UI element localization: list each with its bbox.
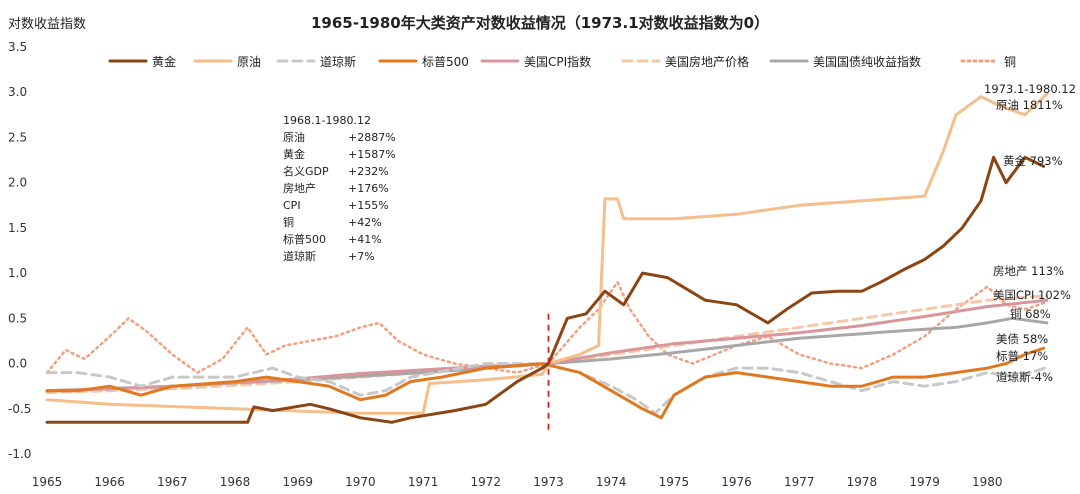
y-tick-label: 3.5 [8,40,27,54]
x-tick-label: 1971 [408,475,439,489]
legend-label: 标普500 [422,55,469,69]
stats-heading: 1968.1-1980.12 [283,114,371,127]
legend-label: 铜 [1004,54,1016,69]
stats-label: 标普500 [283,232,326,246]
x-tick-label: 1975 [659,475,690,489]
legend: 黄金 原油 道琼斯 标普500 美国CPI指数 美国房地产价格 美国国债纯收益指数 铜 [108,54,1016,69]
x-tick-label: 1973 [533,475,564,489]
legend-label: 黄金 [152,54,176,69]
y-tick-label: 1.0 [8,266,27,280]
x-tick-label: 1979 [909,475,940,489]
stats-value: +176% [348,182,389,195]
x-tick-label: 1969 [282,475,313,489]
stats-value: +2887% [348,131,396,144]
end-label: 铜 68% [1010,307,1051,321]
x-tick-label: 1972 [471,475,502,489]
stats-label: CPI [283,199,301,212]
end-label: 美债 58% [996,332,1048,346]
series-line [45,155,1046,424]
legend-label: 美国国债纯收益指数 [813,54,921,69]
series-layer [45,92,1049,424]
legend-label: 道琼斯 [320,54,356,69]
x-tick-label: 1974 [596,475,627,489]
series-line [45,92,1049,415]
stats-value: +7% [348,250,375,263]
y-tick-label: -0.5 [8,402,31,416]
end-label-heading: 1973.1-1980.12 [984,82,1076,96]
x-tick-label: 1976 [721,475,752,489]
end-label: 道琼斯-4% [996,370,1053,384]
x-axis-ticks: 1965 1966 1967 1968 1969 1970 1971 1972 1973 1974… [32,475,1003,489]
y-tick-label: 2.5 [8,130,27,144]
chart-title: 1965-1980年大类资产对数收益情况（1973.1对数收益指数为0） [311,14,769,32]
series-line [45,280,1049,374]
end-label: 原油 1811% [996,98,1063,112]
end-label: 标普 17% [996,349,1048,363]
x-tick-label: 1968 [220,475,251,489]
x-tick-label: 1978 [847,475,878,489]
y-tick-label: 3.0 [8,85,27,99]
y-tick-label: 1.5 [8,221,27,235]
legend-label: 美国CPI指数 [524,54,591,69]
x-tick-label: 1966 [94,475,125,489]
series-line [45,362,1049,415]
y-tick-label: -1.0 [8,447,31,461]
stats-value: +1587% [348,148,396,161]
y-tick-label: 0.5 [8,311,27,325]
series-line [45,346,1046,420]
stats-value: +232% [348,165,389,178]
x-tick-label: 1980 [972,475,1003,489]
stats-value: +42% [348,216,382,229]
y-tick-label: 0.0 [8,357,27,371]
end-labels: 1973.1-1980.12 原油 1811% 黄金 793% 房地产 113% 美国C… [984,82,1076,384]
x-tick-label: 1977 [784,475,815,489]
legend-label: 美国房地产价格 [665,54,749,69]
series-line [45,316,1049,393]
stats-label: 名义GDP [283,164,329,178]
x-tick-label: 1967 [157,475,188,489]
legend-label: 原油 [237,55,261,69]
stats-label: 道琼斯 [283,249,316,263]
end-label: 美国CPI 102% [993,288,1071,302]
y-axis-ticks: 3.5 3.0 2.5 2.0 1.5 1.0 0.5 0.0 -0.5 -1.0 [8,40,31,461]
stats-box: 1968.1-1980.12 原油 +2887% 黄金 +1587% 名义GDP +232%… [283,114,396,263]
x-tick-label: 1970 [345,475,376,489]
end-label: 黄金 793% [1003,154,1063,168]
end-label: 房地产 113% [993,264,1064,278]
stats-label: 铜 [283,215,294,229]
stats-label: 黄金 [283,147,305,161]
x-tick-label: 1965 [32,475,63,489]
stats-label: 原油 [283,130,305,144]
stats-label: 房地产 [283,181,316,195]
stats-value: +41% [348,233,382,246]
series-line [45,294,1049,394]
y-tick-label: 2.0 [8,176,27,190]
y-axis-label: 对数收益指数 [8,17,86,32]
stats-value: +155% [348,199,389,212]
